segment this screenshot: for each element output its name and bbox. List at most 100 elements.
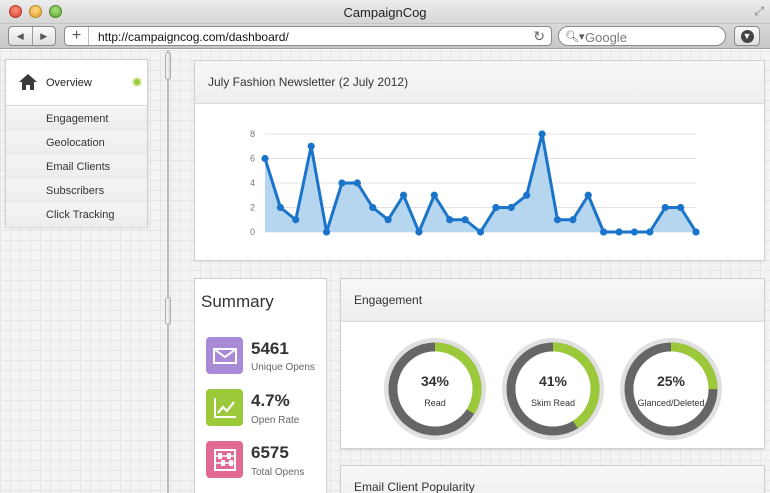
minimize-window-button[interactable]: [29, 5, 42, 18]
chart-panel-title: July Fashion Newsletter (2 July 2012): [195, 61, 764, 104]
data-point: [600, 228, 608, 236]
gauge-fill-arc: [506, 342, 600, 436]
pane-splitter[interactable]: [167, 50, 169, 493]
data-point: [661, 203, 669, 212]
reload-icon[interactable]: ↻: [533, 28, 545, 44]
summary-panel: Summary 5461 Unique Opens 4.7% Open Rate…: [194, 278, 327, 493]
gauge-inner: [633, 351, 709, 427]
downloads-button[interactable]: ▼: [734, 26, 760, 46]
home-icon: [19, 74, 37, 90]
skim-read-label: Skim Read: [530, 398, 575, 408]
y-tick-label: 8: [250, 129, 255, 139]
fullscreen-icon[interactable]: ⤢: [754, 4, 764, 18]
data-point: [677, 203, 685, 212]
back-arrow-icon: ◀: [16, 30, 24, 41]
data-point: [384, 216, 392, 224]
url-text[interactable]: http://campaigncog.com/dashboard/: [98, 30, 289, 44]
engagement-panel: Engagement 34% Read 41% Skim Read 25% Gl…: [340, 278, 765, 449]
data-point: [538, 130, 546, 138]
forward-arrow-icon: ▶: [40, 30, 48, 41]
splitter-handle[interactable]: [165, 52, 171, 80]
read-gauge: 34% Read: [381, 335, 489, 443]
sidebar-item-click-tracking[interactable]: Click Tracking: [6, 203, 147, 227]
data-point: [276, 203, 284, 212]
sidebar-item-overview[interactable]: Overview: [6, 60, 147, 106]
data-point: [322, 228, 331, 236]
data-point: [430, 191, 438, 199]
add-bookmark-icon[interactable]: +: [65, 27, 89, 45]
skim-read-gauge-ring: [502, 338, 604, 440]
sidebar-item-geolocation[interactable]: Geolocation: [6, 131, 147, 155]
glanced-deleted-gauge: 25% Glanced/Deleted: [617, 335, 725, 443]
gauge-fill-arc: [388, 342, 482, 436]
skim-read-percent: 41%: [538, 373, 568, 389]
history-buttons: ◀ ▶: [8, 26, 56, 46]
sidebar-item-label: Overview: [46, 77, 92, 89]
forward-button[interactable]: ▶: [31, 27, 56, 45]
skim-read-gauge: 41% Skim Read: [499, 335, 607, 443]
unique-opens-value: 5461: [251, 339, 289, 358]
data-point: [261, 154, 269, 163]
glanced-deleted-label: Glanced/Deleted: [637, 398, 705, 408]
data-point: [415, 228, 423, 236]
data-point: [584, 191, 592, 199]
sidebar: Overview Engagement Geolocation Email Cl…: [5, 59, 148, 227]
y-tick-label: 6: [250, 154, 255, 164]
data-point: [292, 216, 300, 224]
data-point: [446, 216, 454, 224]
data-point: [646, 228, 654, 236]
data-point: [553, 216, 562, 224]
dashboard-page: Overview Engagement Geolocation Email Cl…: [0, 50, 770, 493]
y-tick-label: 2: [250, 203, 255, 213]
opens-area-chart: 0 2 4 6 8: [250, 129, 700, 237]
gauge-inner: [515, 351, 591, 427]
data-point: [338, 179, 346, 187]
line-chart-icon: [206, 389, 243, 426]
total-opens-label: Total Opens: [251, 467, 305, 478]
envelope-icon: [206, 337, 243, 374]
email-client-popularity-title: Email Client Popularity: [341, 466, 764, 493]
data-point: [630, 228, 639, 236]
window-title: CampaignCog: [343, 5, 427, 20]
email-client-popularity-panel: Email Client Popularity: [340, 465, 765, 493]
read-label: Read: [424, 398, 446, 408]
data-point: [399, 191, 408, 199]
y-tick-label: 4: [250, 178, 255, 188]
sidebar-item-email-clients[interactable]: Email Clients: [6, 155, 147, 179]
gauge-fill-arc: [624, 342, 718, 436]
data-point: [476, 228, 485, 236]
browser-toolbar: ◀ ▶ + http://campaigncog.com/dashboard/ …: [0, 24, 770, 49]
data-point: [523, 191, 531, 199]
summary-title: Summary: [201, 292, 274, 311]
data-point: [507, 203, 515, 212]
search-field[interactable]: 🔍︎▾ Google: [558, 26, 726, 46]
read-percent: 34%: [420, 373, 450, 389]
glanced-deleted-percent: 25%: [656, 373, 686, 389]
address-bar[interactable]: + http://campaigncog.com/dashboard/ ↻: [64, 26, 552, 46]
back-button[interactable]: ◀: [9, 27, 32, 45]
data-point: [492, 203, 500, 212]
data-point: [353, 179, 361, 187]
read-gauge-ring: [384, 338, 486, 440]
data-point: [461, 216, 469, 224]
unique-opens-label: Unique Opens: [251, 362, 315, 373]
close-window-button[interactable]: [9, 5, 22, 18]
data-point: [369, 203, 377, 212]
search-placeholder[interactable]: Google: [585, 30, 627, 45]
splitter-handle[interactable]: [165, 297, 171, 325]
sidebar-item-engagement[interactable]: Engagement: [6, 107, 147, 131]
active-indicator-icon: [132, 77, 142, 87]
engagement-title: Engagement: [341, 279, 764, 322]
window-titlebar: CampaignCog ⤢: [0, 0, 770, 24]
abacus-icon: [206, 441, 243, 478]
newsletter-chart-panel: July Fashion Newsletter (2 July 2012) 0 2…: [194, 60, 765, 261]
data-point: [307, 142, 315, 150]
gauge-inner: [397, 351, 473, 427]
download-icon: ▼: [740, 29, 754, 43]
glanced-deleted-gauge-ring: [620, 338, 722, 440]
zoom-window-button[interactable]: [49, 5, 62, 18]
data-point: [569, 216, 577, 224]
y-tick-label: 0: [250, 227, 255, 237]
sidebar-item-subscribers[interactable]: Subscribers: [6, 179, 147, 203]
search-icon: 🔍︎▾: [565, 31, 585, 43]
